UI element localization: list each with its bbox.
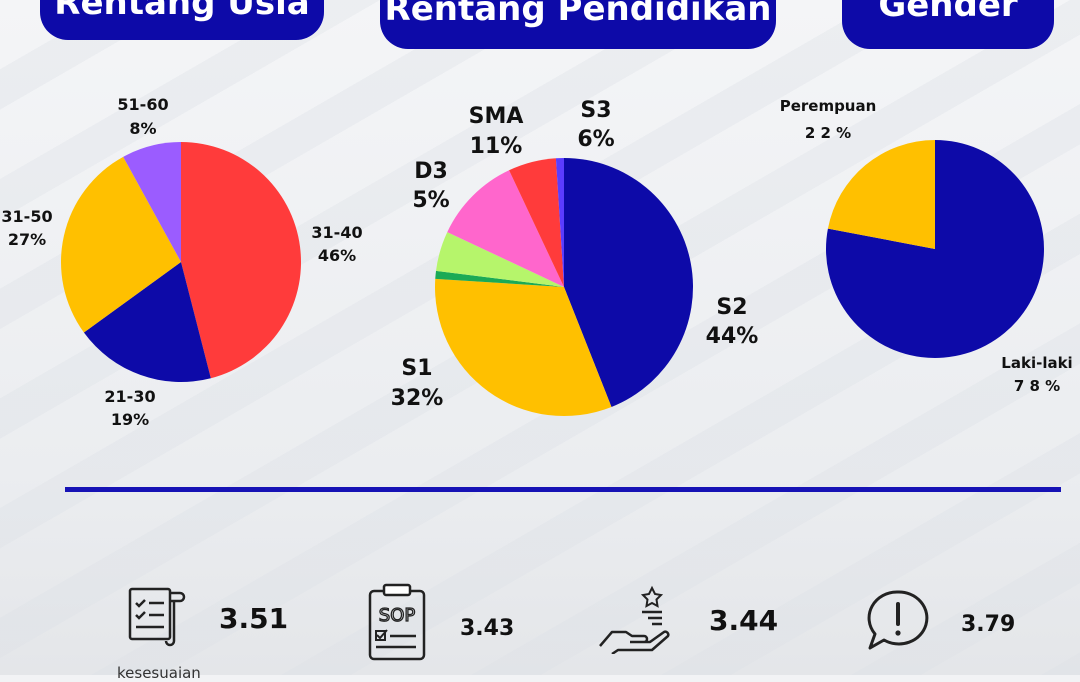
edu-label-s3-value: 6% xyxy=(577,127,614,152)
header-pill-education: Rentang Pendidikan xyxy=(380,0,776,49)
age-label-31-40-category: 31-40 xyxy=(311,223,362,242)
checklist-document-icon xyxy=(128,587,186,647)
pie-slice-1-sma xyxy=(447,170,564,287)
section-divider xyxy=(65,487,1061,492)
pie-slice-1-s2 xyxy=(564,158,693,407)
age-label-21-30-value: 19% xyxy=(111,410,149,429)
pie-slice-0-31-50 xyxy=(60,156,181,333)
metric-2-value: 3.43 xyxy=(460,616,515,641)
header-gender-label: Gender xyxy=(878,0,1018,25)
pie-slice-1-slice-2 xyxy=(435,270,564,287)
edu-label-s3-category: S3 xyxy=(580,98,611,123)
sop-clipboard-icon: SOP xyxy=(368,583,426,661)
metric-1-value: 3.51 xyxy=(219,602,289,635)
age-label-31-50-category: 31-50 xyxy=(1,207,52,226)
metric-4-value: 3.79 xyxy=(961,612,1016,637)
edu-label-d3-value: 5% xyxy=(412,188,449,213)
pie-slice-1-s3 xyxy=(509,158,564,287)
edu-label-d3-category: D3 xyxy=(414,159,448,184)
pie-chart-gender xyxy=(826,140,1044,358)
header-age-label: Rentang Usia xyxy=(54,0,310,23)
age-label-51-60-value: 8% xyxy=(129,119,156,138)
pie-slice-0-21-30 xyxy=(83,262,211,382)
edu-label-sma-value: 11% xyxy=(470,134,523,159)
gender-label-female-value: 2 2 % xyxy=(805,124,851,142)
pie-slice-1-d3 xyxy=(436,232,564,287)
edu-label-s1-category: S1 xyxy=(401,356,432,381)
gender-label-female-category: Perempuan xyxy=(780,97,877,115)
pie-slice-0-31-40 xyxy=(181,142,302,379)
header-pill-gender: Gender xyxy=(842,0,1054,49)
edu-label-s2-category: S2 xyxy=(716,295,747,320)
pie-slice-2-perempuan xyxy=(827,140,935,249)
complaint-speech-bubble-icon xyxy=(867,590,929,650)
header-pill-age: Rentang Usia xyxy=(40,0,324,40)
pie-slice-1-s1 xyxy=(434,278,612,416)
hand-star-service-icon xyxy=(599,585,670,654)
pie-chart-education xyxy=(434,158,693,416)
age-label-31-50-value: 27% xyxy=(8,230,46,249)
edu-label-s2-value: 44% xyxy=(706,324,759,349)
gender-label-male-category: Laki-laki xyxy=(1001,354,1072,372)
edu-label-s1-value: 32% xyxy=(391,386,444,411)
metric-1-caption: kesesuaian xyxy=(117,664,201,682)
pie-slice-1-slice-6 xyxy=(555,158,564,287)
age-label-31-40-value: 46% xyxy=(318,246,356,265)
pie-chart-age xyxy=(60,142,302,382)
gender-label-male-value: 7 8 % xyxy=(1014,377,1060,395)
age-label-51-60-category: 51-60 xyxy=(117,95,168,114)
age-label-21-30-category: 21-30 xyxy=(104,387,155,406)
metric-3-value: 3.44 xyxy=(709,604,779,637)
svg-text:SOP: SOP xyxy=(379,605,416,626)
edu-label-sma-category: SMA xyxy=(469,104,524,129)
header-education-label: Rentang Pendidikan xyxy=(384,0,772,29)
pie-slice-0-51-60 xyxy=(123,142,181,262)
